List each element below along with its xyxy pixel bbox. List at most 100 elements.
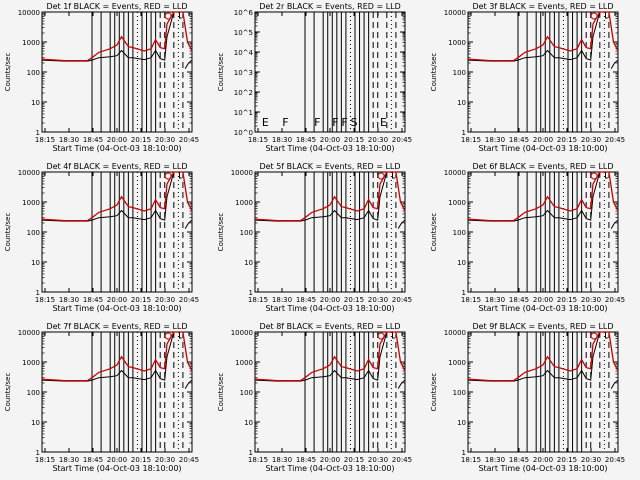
- panel-det-2: Det 2r BLACK = Events, RED = LLD 10^0 10^1…: [217, 2, 412, 153]
- panel-title: Det 6f BLACK = Events, RED = LLD: [472, 162, 613, 171]
- x-tick-label: 20:00: [533, 296, 553, 304]
- saturation-circle-marker: [590, 332, 598, 340]
- x-tick-label: 18:15: [461, 136, 481, 144]
- panel-title: Det 9f BLACK = Events, RED = LLD: [472, 322, 613, 331]
- saturation-circle-marker: [164, 12, 172, 20]
- y-tick-label: 1: [36, 449, 40, 457]
- x-tick-label: 20:00: [320, 296, 340, 304]
- y-tick-label: 1000: [235, 199, 253, 207]
- plot-frame: [467, 11, 619, 133]
- y-tick-label: 1: [36, 289, 40, 297]
- interval-annotation-letter: E: [380, 116, 387, 129]
- interval-annotation-letter: F: [332, 116, 338, 129]
- x-axis-label: Start Time (04-Oct-03 18:10:00): [478, 464, 607, 473]
- panel-det-4: Det 4f BLACK = Events, RED = LLD 1 10 100 10…: [4, 162, 199, 313]
- x-axis-label: Start Time (04-Oct-03 18:10:00): [52, 304, 181, 313]
- black-events-tail: [184, 219, 193, 229]
- x-tick-label: 20:45: [392, 136, 412, 144]
- y-tick-label: 10000: [18, 169, 40, 177]
- x-tick-label: 18:15: [461, 296, 481, 304]
- x-tick-label: 20:15: [131, 296, 151, 304]
- y-tick-label: 1: [462, 129, 466, 137]
- saturation-circle-marker: [590, 12, 598, 20]
- x-tick-label: 20:00: [533, 456, 553, 464]
- y-tick-label: 1: [36, 129, 40, 137]
- x-tick-label: 18:30: [272, 456, 292, 464]
- y-axis-label: Counts/sec: [430, 53, 438, 92]
- x-tick-label: 18:15: [248, 296, 268, 304]
- panel-title: Det 4f BLACK = Events, RED = LLD: [46, 162, 187, 171]
- red-lld-series: [467, 171, 619, 222]
- x-tick-label: 20:30: [581, 296, 601, 304]
- x-tick-label: 18:45: [83, 456, 103, 464]
- x-tick-label: 20:45: [605, 456, 625, 464]
- y-axis-label: Counts/sec: [217, 53, 225, 92]
- y-tick-label: 10^4: [234, 49, 254, 57]
- black-events-tail: [397, 219, 406, 229]
- x-tick-label: 18:45: [296, 456, 316, 464]
- y-axis-label: Counts/sec: [4, 373, 12, 412]
- y-tick-label: 100: [240, 389, 253, 397]
- y-tick-label: 1000: [22, 359, 40, 367]
- y-tick-label: 10: [31, 259, 40, 267]
- y-tick-label: 1000: [22, 39, 40, 47]
- x-tick-label: 18:30: [272, 136, 292, 144]
- x-tick-label: 20:15: [557, 296, 577, 304]
- y-tick-label: 100: [453, 389, 466, 397]
- plot-frame: [467, 171, 619, 293]
- panel-det-7: Det 7f BLACK = Events, RED = LLD 1 10 100 10…: [4, 322, 199, 473]
- y-tick-label: 100: [27, 389, 40, 397]
- x-tick-label: 20:00: [320, 456, 340, 464]
- y-tick-label: 10: [457, 419, 466, 427]
- x-tick-label: 20:45: [179, 136, 199, 144]
- x-tick-label: 18:30: [485, 456, 505, 464]
- plot-frame: [254, 331, 406, 453]
- black-events-tail: [397, 379, 406, 389]
- y-tick-label: 10: [31, 419, 40, 427]
- y-tick-label: 1: [462, 449, 466, 457]
- top-bracket-marker: [179, 172, 182, 179]
- top-bracket-marker: [605, 12, 608, 19]
- red-lld-series: [467, 11, 619, 62]
- x-tick-label: 18:45: [296, 296, 316, 304]
- red-lld-series: [41, 331, 193, 382]
- y-axis-label: Counts/sec: [430, 373, 438, 412]
- y-tick-label: 1: [249, 289, 253, 297]
- y-tick-label: 10000: [18, 329, 40, 337]
- saturation-circle-marker: [377, 332, 385, 340]
- x-tick-label: 18:15: [461, 456, 481, 464]
- red-lld-series: [467, 331, 619, 382]
- x-tick-label: 20:00: [533, 136, 553, 144]
- x-tick-label: 20:45: [179, 456, 199, 464]
- saturation-circle-marker: [164, 332, 172, 340]
- y-axis-label: Counts/sec: [4, 53, 12, 92]
- y-tick-label: 100: [453, 69, 466, 77]
- plot-frame: [41, 331, 193, 453]
- plot-frame: [254, 11, 406, 133]
- plot-frame: [467, 331, 619, 453]
- saturation-circle-marker: [164, 172, 172, 180]
- x-tick-label: 18:30: [59, 456, 79, 464]
- x-tick-label: 20:45: [392, 296, 412, 304]
- black-events-tail: [610, 59, 619, 69]
- y-tick-label: 10^2: [234, 89, 253, 97]
- x-tick-label: 20:30: [155, 136, 175, 144]
- saturation-circle-marker: [377, 172, 385, 180]
- x-tick-label: 20:45: [392, 456, 412, 464]
- x-axis-label: Start Time (04-Oct-03 18:10:00): [265, 464, 394, 473]
- x-tick-label: 20:30: [155, 456, 175, 464]
- interval-annotation-letter: F: [282, 116, 288, 129]
- x-tick-label: 18:45: [83, 296, 103, 304]
- x-tick-label: 20:15: [557, 456, 577, 464]
- x-tick-label: 18:45: [509, 296, 529, 304]
- x-tick-label: 20:15: [131, 136, 151, 144]
- y-tick-label: 10000: [444, 169, 466, 177]
- x-tick-label: 20:15: [344, 136, 364, 144]
- red-lld-series: [41, 11, 193, 62]
- x-tick-label: 20:00: [320, 136, 340, 144]
- panel-title: Det 2r BLACK = Events, RED = LLD: [259, 2, 401, 11]
- x-tick-label: 18:30: [59, 296, 79, 304]
- panel-det-5: Det 5f BLACK = Events, RED = LLD 1 10 100 10…: [217, 162, 412, 313]
- y-tick-label: 10: [31, 99, 40, 107]
